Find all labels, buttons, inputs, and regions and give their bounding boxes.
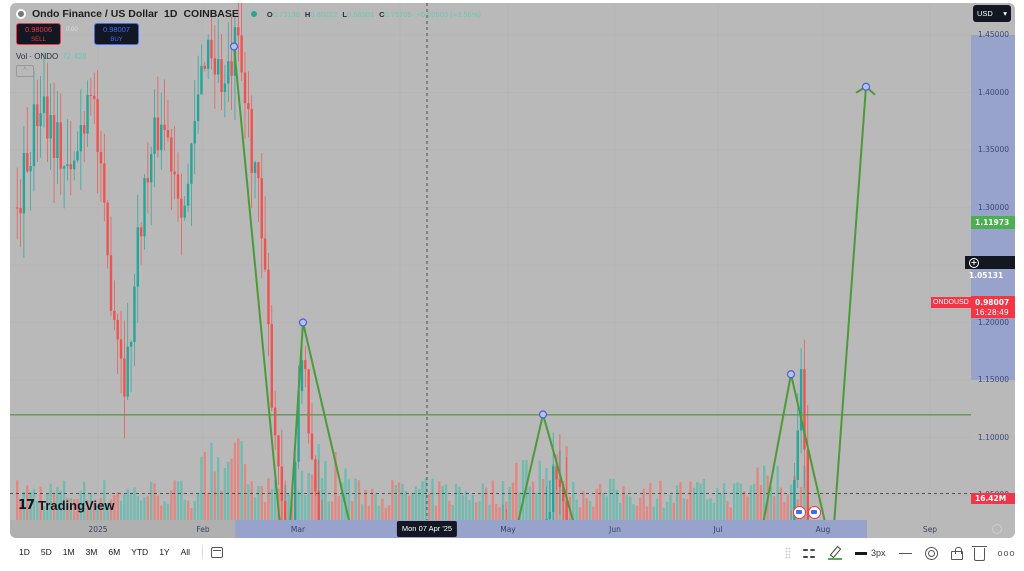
template-grid-icon[interactable]	[803, 547, 815, 559]
range-button-1d[interactable]: 1D	[19, 547, 30, 557]
unlock-icon[interactable]	[950, 547, 963, 560]
price-tick-label: 1.40000	[977, 87, 1009, 97]
buy-button[interactable]: 0.98007 BUY	[94, 23, 139, 45]
symbol-title[interactable]: Ondo Finance / US Dollar	[32, 8, 159, 20]
symbol-price-label: ONDOUSD	[931, 297, 971, 308]
chart-plot-area[interactable]	[10, 3, 971, 520]
us-flag-event-icon[interactable]	[793, 506, 806, 519]
change-value: +0.02603 (+3.56%)	[416, 9, 481, 19]
time-tick-label: Jun	[609, 525, 621, 534]
range-button-ytd[interactable]: YTD	[131, 547, 149, 557]
exchange-label: COINBASE	[183, 8, 239, 20]
time-tick-label: Jul	[713, 525, 723, 534]
trash-icon[interactable]	[971, 545, 987, 561]
price-tick-label: 1.15000	[977, 375, 1009, 384]
currency-select[interactable]: USD ▾	[973, 5, 1011, 22]
line-width-button[interactable]: 3px	[855, 548, 886, 558]
spread-value: 0.00	[66, 27, 78, 33]
drawing-toolbar: 3px ooo	[785, 540, 1016, 566]
range-button-1y[interactable]: 1Y	[159, 547, 170, 557]
candlestick-chart[interactable]	[10, 3, 971, 520]
line-style-icon[interactable]	[898, 552, 912, 554]
more-options-icon[interactable]: ooo	[997, 548, 1016, 558]
range-button-6m[interactable]: 6M	[108, 547, 121, 557]
price-tick-label: 1.30000	[977, 202, 1009, 212]
economic-events[interactable]	[793, 506, 821, 519]
date-range-bar: 1D 5D 1M 3M 6M YTD 1Y All	[10, 538, 1015, 566]
range-button-1m[interactable]: 1M	[62, 547, 75, 557]
us-flag-event-icon[interactable]	[808, 506, 821, 519]
range-button-5d[interactable]: 5D	[40, 547, 52, 557]
symbol-legend: Ondo Finance / US Dollar 1D COINBASE O0.…	[16, 8, 481, 20]
price-tick-label: 1.20000	[977, 317, 1009, 327]
symbol-logo-icon	[16, 9, 26, 19]
time-tick-label: Mar	[290, 525, 306, 534]
line-thickness-icon	[855, 551, 867, 555]
interval-label[interactable]: 1D	[164, 8, 178, 20]
price-range-highlight	[971, 35, 1015, 380]
range-button-all[interactable]: All	[180, 547, 191, 557]
price-tick-label: 1.35000	[977, 145, 1009, 154]
tradingview-logo[interactable]: 17 TradingView	[18, 498, 115, 513]
collapse-legend-button[interactable]: ^	[16, 65, 34, 77]
drag-handle-icon[interactable]	[785, 547, 790, 559]
time-range-highlight	[235, 520, 867, 538]
crosshair-date-label: Mon 07 Apr '25	[396, 521, 458, 537]
add-alert-icon[interactable]: +	[969, 258, 979, 268]
sell-button[interactable]: 0.98006 SELL	[16, 23, 61, 45]
chart-frame: Ondo Finance / US Dollar 1D COINBASE O0.…	[10, 3, 1015, 538]
time-axis[interactable]: 2025 Feb Mar May Jun Jul Aug Sep Mon 07 Apr '25	[10, 520, 1015, 538]
market-status-dot-icon	[250, 11, 257, 17]
last-price-tag: 0.98007	[971, 296, 1015, 309]
crosshair-price-tag[interactable]: +1.05131	[965, 256, 1015, 280]
divider	[202, 545, 204, 559]
volume-legend: Vol · ONDO 72.428	[16, 52, 87, 61]
time-tick-label: 2025	[88, 525, 108, 534]
price-tick-label: 1.10000	[977, 432, 1009, 442]
time-tick-label: Sep	[922, 525, 938, 534]
time-tick-label: Feb	[196, 525, 210, 534]
price-tick-label: 1.45000	[977, 30, 1009, 39]
countdown-tag: 16:28:49	[971, 307, 1015, 318]
line-color-pencil-icon[interactable]	[828, 546, 842, 560]
time-tick-label: Aug	[815, 525, 831, 534]
range-button-3m[interactable]: 3M	[85, 547, 98, 557]
resistance-price-tag: 1.11973	[971, 216, 1015, 229]
visibility-settings-icon[interactable]	[924, 546, 938, 560]
calendar-goto-date-icon[interactable]	[211, 546, 224, 558]
chart-settings-icon[interactable]	[992, 524, 1002, 534]
time-tick-label: May	[500, 525, 516, 534]
ohlc-values: O0.73130 H0.80222 L0.66301 C0.75705 +0.0…	[266, 9, 481, 19]
volume-tag: 16.42M	[971, 493, 1015, 504]
tradingview-mark-icon: 17	[18, 498, 35, 513]
